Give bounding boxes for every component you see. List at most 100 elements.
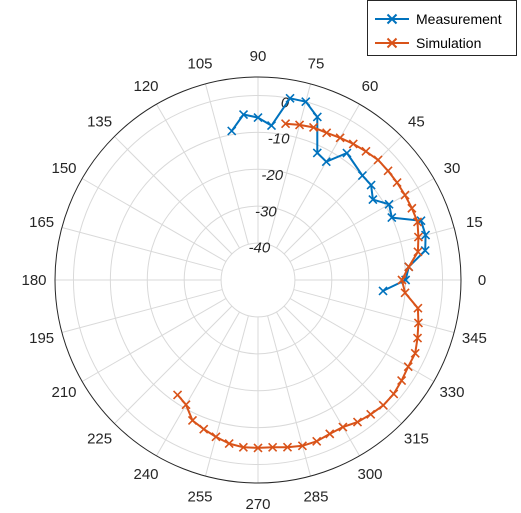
- data-point-marker: [280, 119, 291, 129]
- data-point-marker: [342, 148, 352, 158]
- angle-tick-label: 165: [29, 214, 54, 231]
- radius-tick-label: -40: [249, 240, 271, 257]
- angle-tick-label: 135: [87, 114, 112, 131]
- data-point-marker: [383, 166, 393, 176]
- data-point-marker: [397, 275, 407, 285]
- data-point-marker: [321, 157, 331, 167]
- data-point-marker: [378, 400, 388, 410]
- spoke-line: [81, 298, 227, 382]
- polar-grid: [54, 76, 462, 484]
- data-point-marker: [253, 113, 263, 123]
- data-point-marker: [297, 441, 307, 451]
- data-point-marker: [392, 178, 402, 188]
- series-simulation: [172, 119, 423, 453]
- angle-tick-label: 270: [245, 496, 270, 513]
- data-point-marker: [366, 180, 376, 190]
- data-point-marker: [400, 288, 410, 298]
- data-point-marker: [378, 286, 388, 296]
- angle-tick-label: 315: [404, 430, 429, 447]
- spoke-line: [156, 103, 240, 249]
- spoke-line: [81, 178, 227, 262]
- legend-label-simulation: Simulation: [416, 35, 481, 51]
- data-point-marker: [253, 443, 263, 453]
- angle-tick-label: 105: [188, 56, 213, 73]
- data-point-marker: [404, 262, 414, 272]
- data-point-marker: [312, 148, 322, 158]
- data-point-marker: [282, 442, 293, 452]
- outer-circle: [54, 76, 462, 484]
- angle-tick-labels: 0 15 30 45 60 75 90 105 120 135 150 165 180 195 210 225…: [21, 48, 486, 513]
- angle-tick-label: 240: [133, 466, 158, 483]
- data-point-marker: [413, 247, 423, 257]
- spoke-line: [114, 136, 233, 255]
- angle-tick-label: 195: [29, 330, 54, 347]
- angle-tick-label: 90: [250, 48, 267, 65]
- angle-tick-label: 225: [87, 430, 112, 447]
- radius-tick-labels: -40 -30 -20 -10 0: [249, 94, 291, 256]
- legend: Measurement Simulation: [367, 0, 517, 56]
- data-point-marker: [322, 128, 332, 138]
- data-point-marker: [410, 348, 420, 358]
- angle-tick-label: 300: [357, 466, 382, 483]
- angle-tick-label: 285: [303, 488, 328, 505]
- angle-tick-label: 30: [444, 160, 461, 177]
- radius-tick-label: -30: [255, 203, 277, 220]
- grid-circle: [183, 205, 333, 355]
- data-point-marker: [211, 432, 221, 442]
- grid-circle: [72, 94, 444, 466]
- data-point-marker: [199, 424, 209, 434]
- data-point-marker: [400, 190, 410, 200]
- data-point-marker: [181, 400, 191, 410]
- data-point-marker: [227, 126, 237, 136]
- data-point-marker: [412, 217, 423, 227]
- radius-tick-label: -10: [268, 131, 290, 148]
- data-point-marker: [361, 146, 371, 156]
- data-point-marker: [413, 303, 423, 313]
- series-line: [176, 122, 420, 449]
- grid-circle: [146, 168, 370, 392]
- data-point-marker: [368, 194, 378, 205]
- angle-tick-label: 180: [21, 272, 46, 289]
- legend-marker-simulation: [386, 37, 398, 49]
- angle-tick-label: 150: [51, 160, 76, 177]
- angle-tick-label: 45: [408, 114, 425, 131]
- angle-tick-label: 210: [51, 384, 76, 401]
- radius-tick-label: 0: [281, 94, 290, 111]
- spoke-line: [276, 311, 360, 457]
- spoke-line: [267, 83, 312, 245]
- data-point-marker: [387, 213, 397, 223]
- data-point-marker: [238, 442, 248, 452]
- data-point-marker: [373, 155, 383, 165]
- data-point-marker: [187, 415, 198, 426]
- angle-tick-label: 330: [439, 384, 464, 401]
- data-point-marker: [413, 232, 423, 242]
- data-point-marker: [268, 442, 278, 452]
- angle-tick-label: 255: [188, 488, 213, 505]
- data-point-marker: [338, 422, 348, 432]
- data-point-marker: [238, 109, 249, 120]
- data-point-marker: [420, 230, 431, 240]
- spoke-line: [289, 178, 435, 262]
- spoke-line: [293, 226, 455, 271]
- spoke-line: [61, 289, 223, 334]
- data-point-marker: [308, 122, 319, 132]
- data-point-marker: [384, 199, 394, 209]
- data-point-marker: [352, 417, 363, 427]
- angle-tick-label: 345: [462, 330, 487, 347]
- data-point-marker: [413, 318, 423, 328]
- data-point-marker: [335, 133, 345, 143]
- legend-marker-measurement: [386, 13, 398, 25]
- data-point-marker: [294, 120, 305, 130]
- legend-label-measurement: Measurement: [416, 11, 502, 27]
- data-point-marker: [366, 409, 376, 419]
- data-point-marker: [348, 139, 358, 149]
- angle-tick-label: 120: [133, 78, 158, 95]
- data-point-marker: [325, 429, 335, 439]
- spoke-line: [204, 315, 249, 477]
- data-series: [172, 93, 431, 453]
- data-point-marker: [312, 436, 322, 446]
- data-point-marker: [224, 439, 234, 449]
- angle-tick-label: 15: [466, 214, 483, 231]
- angle-tick-label: 60: [362, 78, 379, 95]
- data-point-marker: [420, 245, 430, 256]
